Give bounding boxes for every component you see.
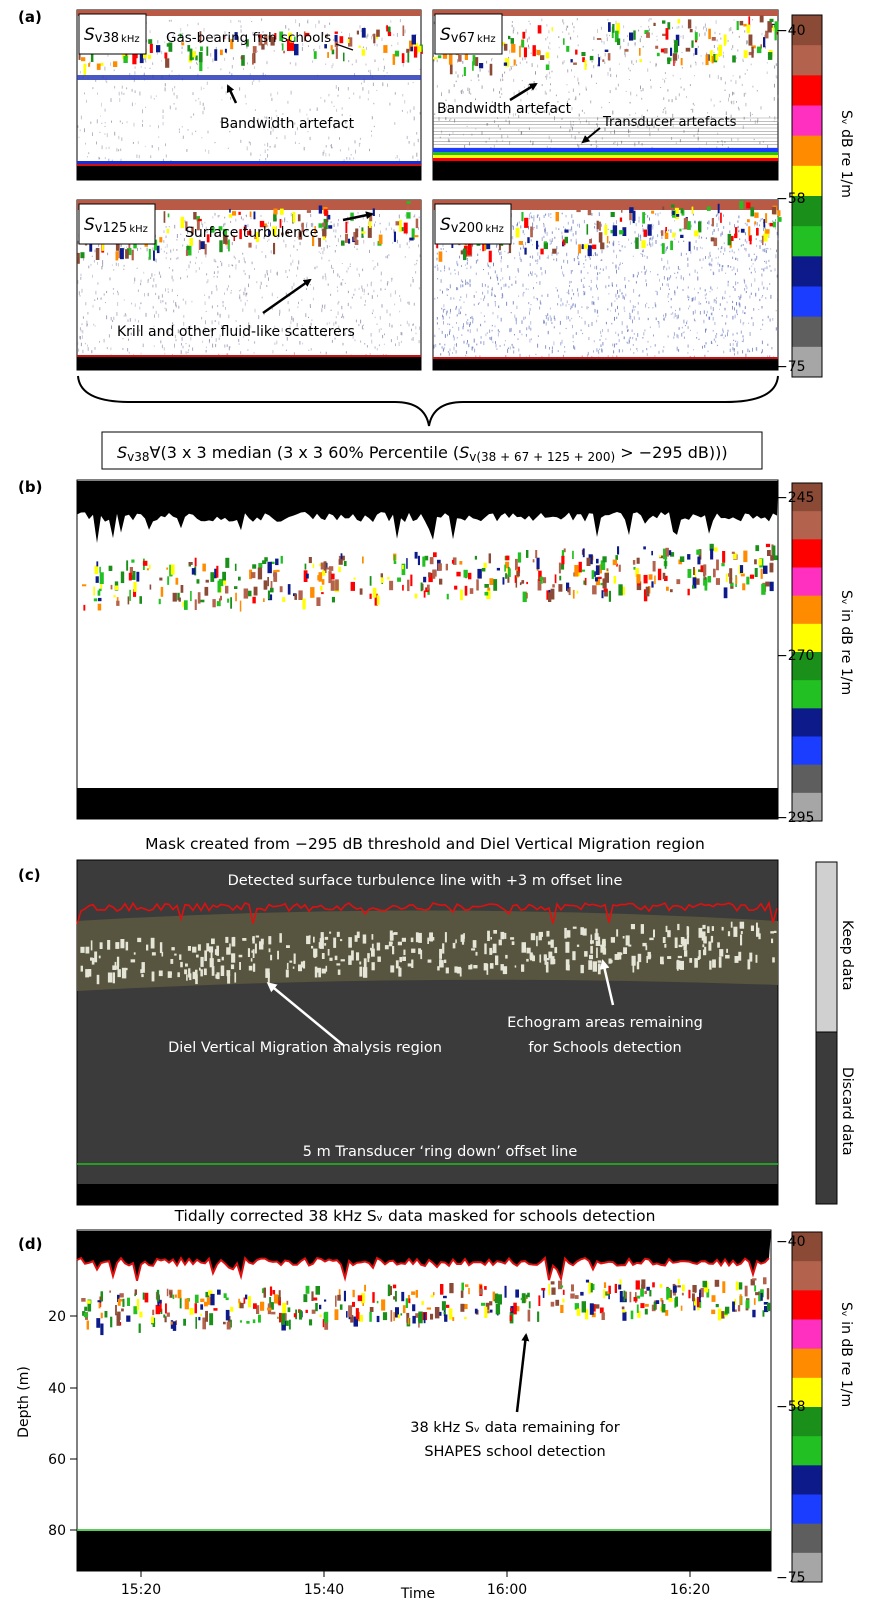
annot-shapes-2: SHAPES school detection	[424, 1444, 605, 1460]
colorbar-b	[791, 482, 823, 822]
keep-label: Keep data	[839, 920, 855, 991]
label-67khz: Sv67 kHz	[434, 13, 503, 55]
panel-b-label: (b)	[18, 478, 42, 496]
cbar-b-tick-mid: −270	[776, 648, 814, 664]
arrow-dvm	[266, 982, 344, 1046]
arrow-gas-bearing	[335, 43, 354, 51]
panel-d: Tidally corrected 38 kHz Sᵥ data masked …	[16, 1207, 854, 1600]
arrow-bandwidth-1	[226, 84, 238, 104]
surface-mask-d	[77, 1231, 771, 1281]
discard-bar	[815, 1031, 838, 1205]
annot-bandwidth-1: Bandwidth artefact	[220, 116, 355, 132]
cbar-b-tick-bot: −295	[776, 810, 814, 826]
turbulence-line	[76, 900, 778, 925]
annot-bandwidth-2: Bandwidth artefact	[437, 101, 572, 117]
cbar-d-label: Sᵥ in dB re 1/m	[838, 1302, 854, 1407]
label-38khz: Sv38 kHz	[78, 13, 147, 55]
ytick-80: 80	[48, 1523, 66, 1539]
surface-line-d	[76, 1255, 770, 1283]
arrow-krill	[262, 278, 312, 315]
cbar-a-label: Sᵥ dB re 1/m	[838, 110, 854, 198]
formula-box: Sv38∀(3 x 3 median (3 x 3 60% Percentile…	[101, 431, 763, 470]
x-axis: 15:20 15:40 16:00 16:20 Time	[121, 1571, 710, 1600]
x-axis-label: Time	[400, 1586, 435, 1600]
panel-a: (a)	[18, 8, 854, 427]
annot-dvm: Diel Vertical Migration analysis region	[168, 1040, 442, 1056]
annot-turbulence: Detected surface turbulence line with +3…	[228, 873, 623, 889]
annot-transducer: Transducer artefacts	[602, 115, 737, 130]
panel-c-title: Mask created from −295 dB threshold and …	[145, 835, 705, 853]
ytick-40: 40	[48, 1381, 66, 1397]
panel-a-label: (a)	[18, 8, 42, 26]
annot-echo-1: Echogram areas remaining	[507, 1015, 703, 1031]
annot-krill: Krill and other fluid-like scatterers	[117, 324, 355, 340]
colorbar-d	[791, 1231, 823, 1583]
keep-bar	[815, 861, 838, 1033]
colorbar-a	[791, 14, 823, 378]
cbar-d-tick-bot: −75	[776, 1570, 806, 1586]
ytick-20: 20	[48, 1309, 66, 1325]
panel-c: Mask created from −295 dB threshold and …	[18, 835, 855, 1206]
label-125khz: Sv125 kHz	[78, 203, 156, 245]
y-axis: 20 40 60 80 Depth (m)	[16, 1309, 77, 1539]
arrow-bandwidth-2	[509, 82, 538, 102]
label-200khz: Sv200 kHz	[434, 203, 512, 245]
cbar-b-label: Sᵥ in dB re 1/m	[838, 590, 854, 695]
annot-shapes-1: 38 kHz Sᵥ data remaining for	[410, 1420, 620, 1436]
panel-b: (b) −245 −270 −295 Sᵥ in dB re 1/m	[18, 478, 854, 826]
brace	[77, 375, 779, 427]
panel-d-label: (d)	[18, 1235, 42, 1253]
surface-mask-b	[77, 481, 778, 543]
cbar-a-tick-mid: −58	[776, 191, 806, 207]
cbar-a-tick-top: −40	[776, 23, 806, 39]
annot-gas-bearing: Gas-bearing fish schools	[166, 30, 331, 46]
panel-d-title: Tidally corrected 38 kHz Sᵥ data masked …	[174, 1207, 656, 1225]
arrow-transducer	[581, 127, 601, 144]
annot-surface: Surface turbulence	[185, 225, 318, 241]
cbar-b-tick-top: −245	[776, 490, 814, 506]
cbar-a-tick-bot: −75	[776, 359, 806, 375]
cbar-d-tick-mid: −58	[776, 1399, 806, 1415]
annot-ringdown: 5 m Transducer ‘ring down’ offset line	[303, 1144, 578, 1160]
dvm-region	[77, 910, 778, 991]
xtick-1520: 15:20	[121, 1582, 161, 1598]
xtick-1600: 16:00	[487, 1582, 527, 1598]
arrow-surface	[342, 211, 374, 222]
y-axis-label: Depth (m)	[16, 1366, 32, 1438]
xtick-1540: 15:40	[304, 1582, 344, 1598]
ytick-60: 60	[48, 1452, 66, 1468]
arrow-shapes	[515, 1333, 530, 1413]
discard-label: Discard data	[839, 1067, 855, 1156]
formula-text: Sv38∀(3 x 3 median (3 x 3 60% Percentile…	[117, 443, 728, 464]
arrow-echo	[599, 959, 615, 1006]
xtick-1620: 16:20	[670, 1582, 710, 1598]
annot-echo-2: for Schools detection	[528, 1040, 681, 1056]
panel-c-label: (c)	[18, 866, 41, 884]
cbar-d-tick-top: −40	[776, 1234, 806, 1250]
echogram-38khz	[76, 9, 423, 181]
